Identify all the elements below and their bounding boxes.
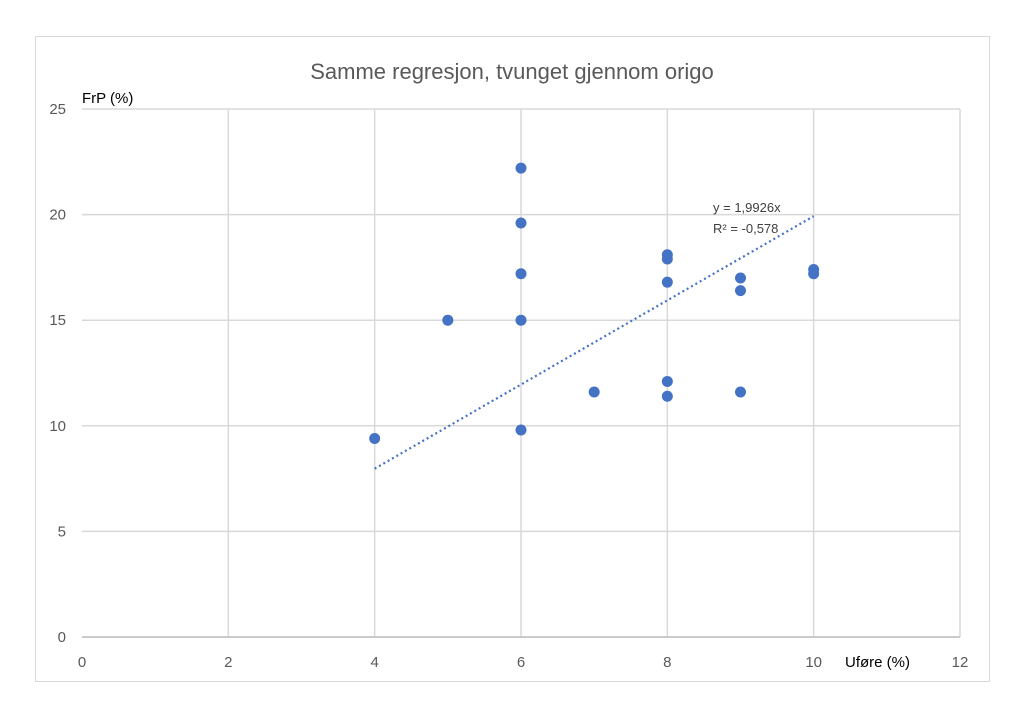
data-point bbox=[515, 162, 527, 174]
chart-frame bbox=[35, 36, 990, 682]
y-tick-label: 25 bbox=[49, 101, 66, 118]
grid bbox=[82, 108, 961, 638]
data-point bbox=[515, 217, 527, 229]
data-point bbox=[735, 285, 746, 297]
chart-title: Samme regresjon, tvunget gjennom origo bbox=[310, 59, 714, 84]
trendline-r-squared: R² = -0,578 bbox=[713, 221, 778, 236]
data-point bbox=[661, 390, 673, 402]
trendline-path bbox=[374, 215, 815, 470]
y-axis-label: FrP (%) bbox=[82, 90, 133, 107]
x-tick-label: 10 bbox=[805, 654, 822, 671]
y-tick-label: 10 bbox=[49, 418, 66, 435]
data-point bbox=[735, 386, 746, 398]
x-tick-label: 12 bbox=[952, 654, 969, 671]
data-point bbox=[588, 386, 600, 398]
data-point bbox=[735, 272, 746, 284]
y-tick-label: 0 bbox=[58, 629, 66, 646]
x-tick-label: 6 bbox=[517, 654, 525, 671]
data-point bbox=[808, 268, 820, 280]
trendline-equation: y = 1,9926x bbox=[713, 200, 781, 215]
data-point bbox=[661, 375, 673, 387]
data-points bbox=[369, 162, 820, 444]
y-tick-label: 5 bbox=[58, 523, 66, 540]
data-point bbox=[661, 253, 673, 265]
data-point bbox=[369, 432, 381, 444]
data-point bbox=[661, 276, 673, 288]
x-tick-label: 4 bbox=[370, 654, 378, 671]
x-tick-label: 2 bbox=[224, 654, 232, 671]
data-point bbox=[515, 314, 527, 326]
y-tick-label: 15 bbox=[49, 312, 66, 329]
y-tick-label: 20 bbox=[49, 207, 66, 224]
data-point bbox=[515, 424, 527, 436]
trendline bbox=[374, 215, 815, 470]
x-axis-label: Uføre (%) bbox=[845, 654, 910, 671]
data-point bbox=[515, 268, 527, 280]
tick-labels: 0 5 10 15 20 25 0 2 4 6 8 10 12 bbox=[49, 101, 968, 671]
x-tick-label: 8 bbox=[663, 654, 671, 671]
x-tick-label: 0 bbox=[78, 654, 86, 671]
data-point bbox=[442, 314, 454, 326]
